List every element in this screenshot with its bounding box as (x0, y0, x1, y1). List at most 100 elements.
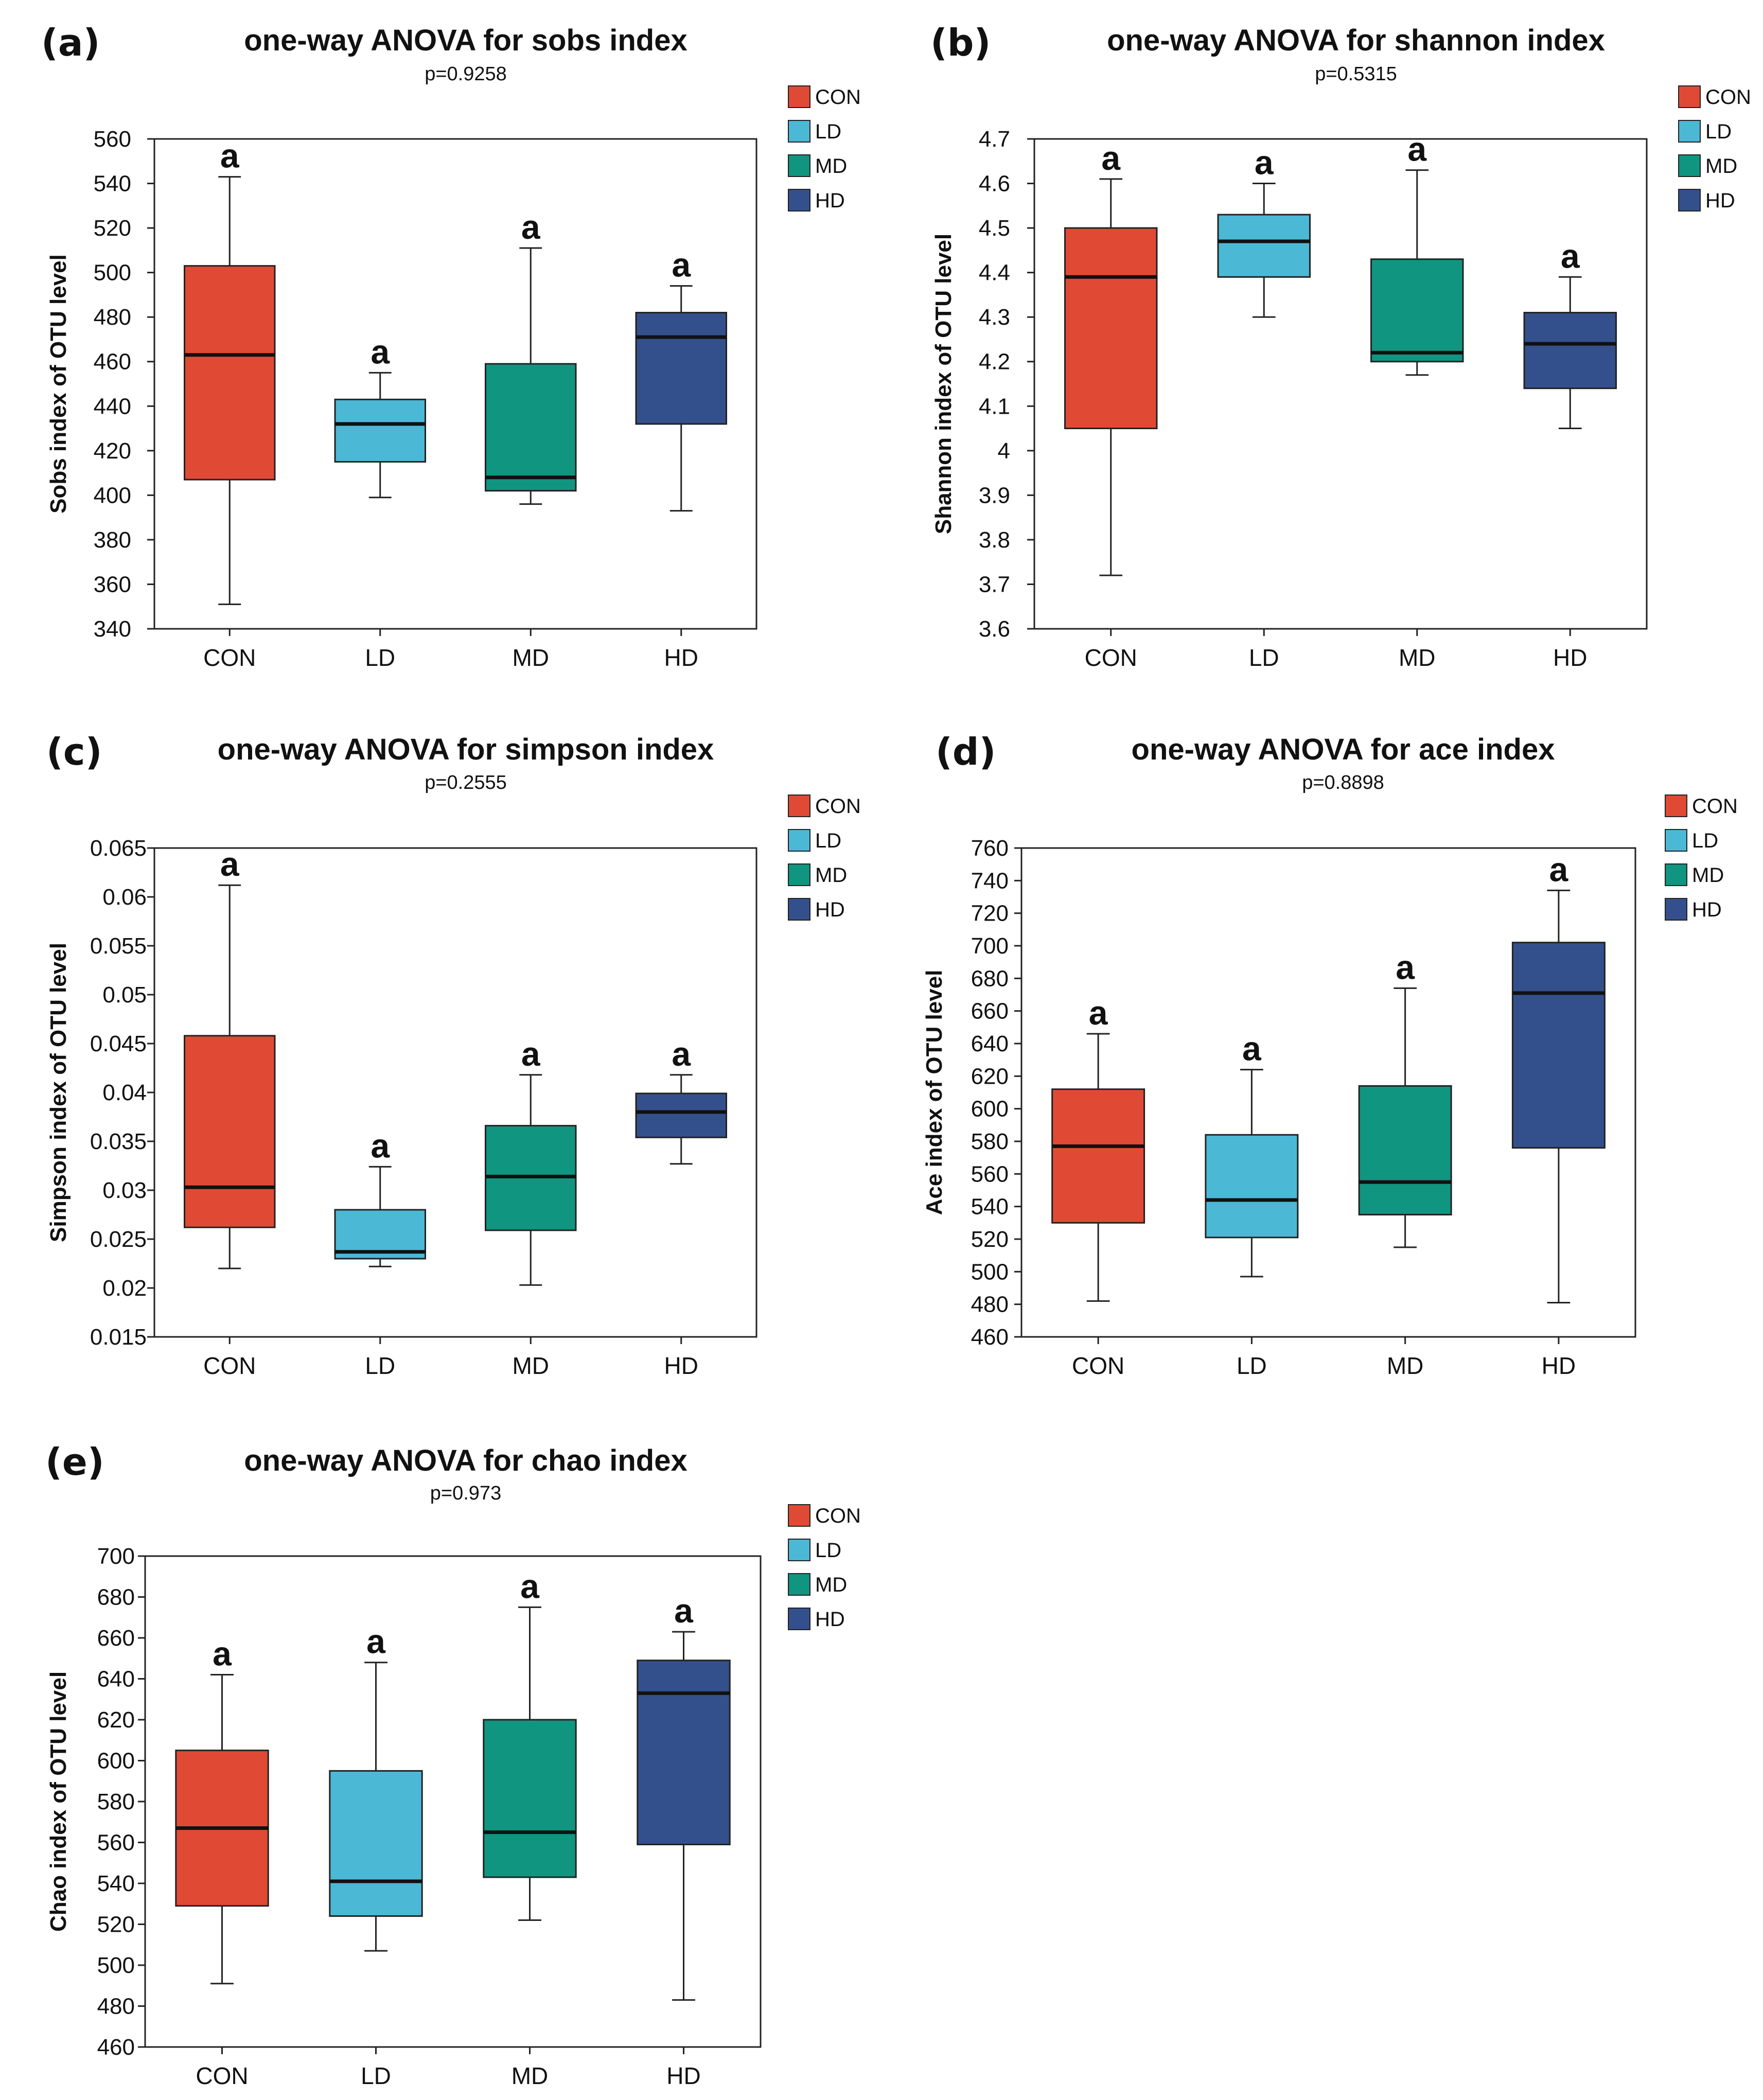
legend-label-hd: HD (1692, 898, 1722, 921)
legend-label-con: CON (815, 1505, 861, 1527)
significance-letter: a (371, 332, 390, 370)
chart-panel-b: (b) one-way ANOVA for shannon index p=0.53… (930, 21, 1751, 671)
x-tick-label: CON (1072, 1352, 1124, 1379)
y-tick-label: 3.7 (979, 572, 1010, 597)
y-tick-label: 540 (97, 1871, 135, 1896)
significance-letter: a (672, 246, 691, 284)
legend-swatch-md (788, 154, 810, 177)
significance-letter: a (371, 1126, 390, 1164)
significance-letter: a (1396, 948, 1415, 986)
x-tick-label: HD (664, 1352, 698, 1379)
y-tick-label: 500 (94, 260, 131, 286)
x-tick-label: CON (196, 2062, 248, 2089)
significance-letter: a (1549, 850, 1569, 888)
significance-letter: a (213, 1635, 232, 1673)
panel-label: (d) (936, 730, 996, 773)
box-iqr (1358, 1085, 1452, 1215)
y-tick-label: 520 (97, 1912, 135, 1937)
y-tick-label: 3.9 (979, 483, 1010, 508)
y-tick-label: 480 (94, 305, 131, 330)
legend-label-md: MD (815, 1574, 847, 1596)
y-tick-label: 480 (971, 1292, 1009, 1317)
box-hd: a (635, 246, 727, 512)
y-tick-label: 560 (97, 1830, 135, 1856)
x-tick-label: MD (512, 644, 549, 671)
legend-swatch-con (1678, 85, 1701, 108)
legend-label-hd: HD (815, 898, 845, 921)
box-iqr (1370, 258, 1464, 363)
y-tick-label: 340 (94, 616, 131, 642)
legend-label-hd: HD (1705, 189, 1735, 212)
significance-letter: a (1407, 130, 1427, 168)
x-tick-label: HD (1553, 644, 1587, 671)
y-tick-label: 760 (971, 836, 1009, 861)
y-tick-label: 420 (94, 438, 131, 464)
y-tick-label: 4.3 (979, 305, 1010, 330)
y-tick-label: 3.8 (979, 527, 1010, 553)
significance-letter: a (1561, 237, 1580, 275)
box-iqr (485, 363, 577, 492)
y-tick-label: 0.045 (90, 1031, 147, 1056)
legend-swatch-md (1678, 154, 1701, 177)
y-tick-label: 0.06 (102, 885, 147, 910)
y-tick-label: 4 (998, 438, 1010, 464)
significance-letter: a (220, 137, 240, 175)
y-tick-label: 500 (97, 1953, 135, 1978)
significance-letter: a (521, 1035, 541, 1073)
legend-swatch-md (1665, 863, 1687, 886)
y-tick-label: 540 (971, 1194, 1009, 1220)
significance-letter: a (672, 1035, 691, 1073)
panel-label: (a) (41, 21, 100, 64)
box-iqr (1523, 312, 1617, 390)
legend-label-ld: LD (815, 830, 841, 852)
chart-panel-e: (e) one-way ANOVA for chao index p=0.973 46… (45, 1440, 861, 2089)
legend-label-ld: LD (815, 1539, 841, 1562)
y-tick-label: 0.055 (90, 933, 147, 959)
y-tick-label: 4.5 (979, 216, 1010, 241)
chart-panel-c: (c) one-way ANOVA for simpson index p=0.25… (46, 730, 861, 1379)
box-ld: a (334, 1126, 426, 1267)
box-ld: a (334, 332, 426, 499)
y-tick-label: 500 (971, 1259, 1009, 1284)
y-tick-label: 460 (971, 1325, 1009, 1350)
legend-swatch-ld (1665, 829, 1687, 852)
box-iqr (635, 312, 727, 425)
legend-swatch-hd (1665, 898, 1687, 921)
box-iqr (334, 398, 426, 463)
significance-letter: a (1089, 994, 1108, 1032)
panel-label: (c) (46, 730, 102, 773)
box-ld: a (1217, 144, 1311, 318)
x-tick-label: LD (361, 2062, 391, 2089)
significance-letter: a (1255, 144, 1274, 182)
y-tick-label: 0.025 (90, 1227, 147, 1252)
box-iqr (1205, 1134, 1299, 1239)
legend-swatch-hd (788, 898, 810, 921)
legend-swatch-ld (788, 120, 810, 143)
y-tick-label: 460 (94, 349, 131, 375)
box-ld: a (329, 1622, 423, 1952)
y-tick-label: 440 (94, 394, 131, 419)
y-axis-label: Sobs index of OTU level (46, 254, 71, 514)
y-axis-label: Shannon index of OTU level (931, 234, 956, 534)
x-tick-label: CON (1085, 644, 1137, 671)
panel-label: (e) (45, 1440, 104, 1484)
box-con: a (1064, 139, 1158, 576)
y-tick-label: 0.04 (102, 1080, 147, 1105)
y-tick-label: 4.1 (979, 394, 1010, 419)
legend-label-ld: LD (1705, 120, 1732, 143)
box-iqr (1064, 227, 1158, 430)
significance-letter: a (366, 1622, 386, 1661)
legend-label-con: CON (1705, 86, 1751, 109)
box-iqr (1511, 942, 1606, 1149)
x-tick-label: CON (203, 1352, 256, 1379)
y-tick-label: 4.2 (979, 349, 1010, 375)
y-tick-label: 640 (971, 1031, 1009, 1056)
chart-subtitle: p=0.9258 (425, 63, 507, 85)
legend-swatch-con (788, 1504, 810, 1527)
chart-subtitle: p=0.973 (430, 1483, 501, 1504)
y-tick-label: 740 (971, 868, 1009, 893)
y-tick-label: 0.05 (102, 982, 147, 1008)
y-tick-label: 600 (97, 1749, 135, 1774)
legend-swatch-hd (788, 1608, 810, 1630)
